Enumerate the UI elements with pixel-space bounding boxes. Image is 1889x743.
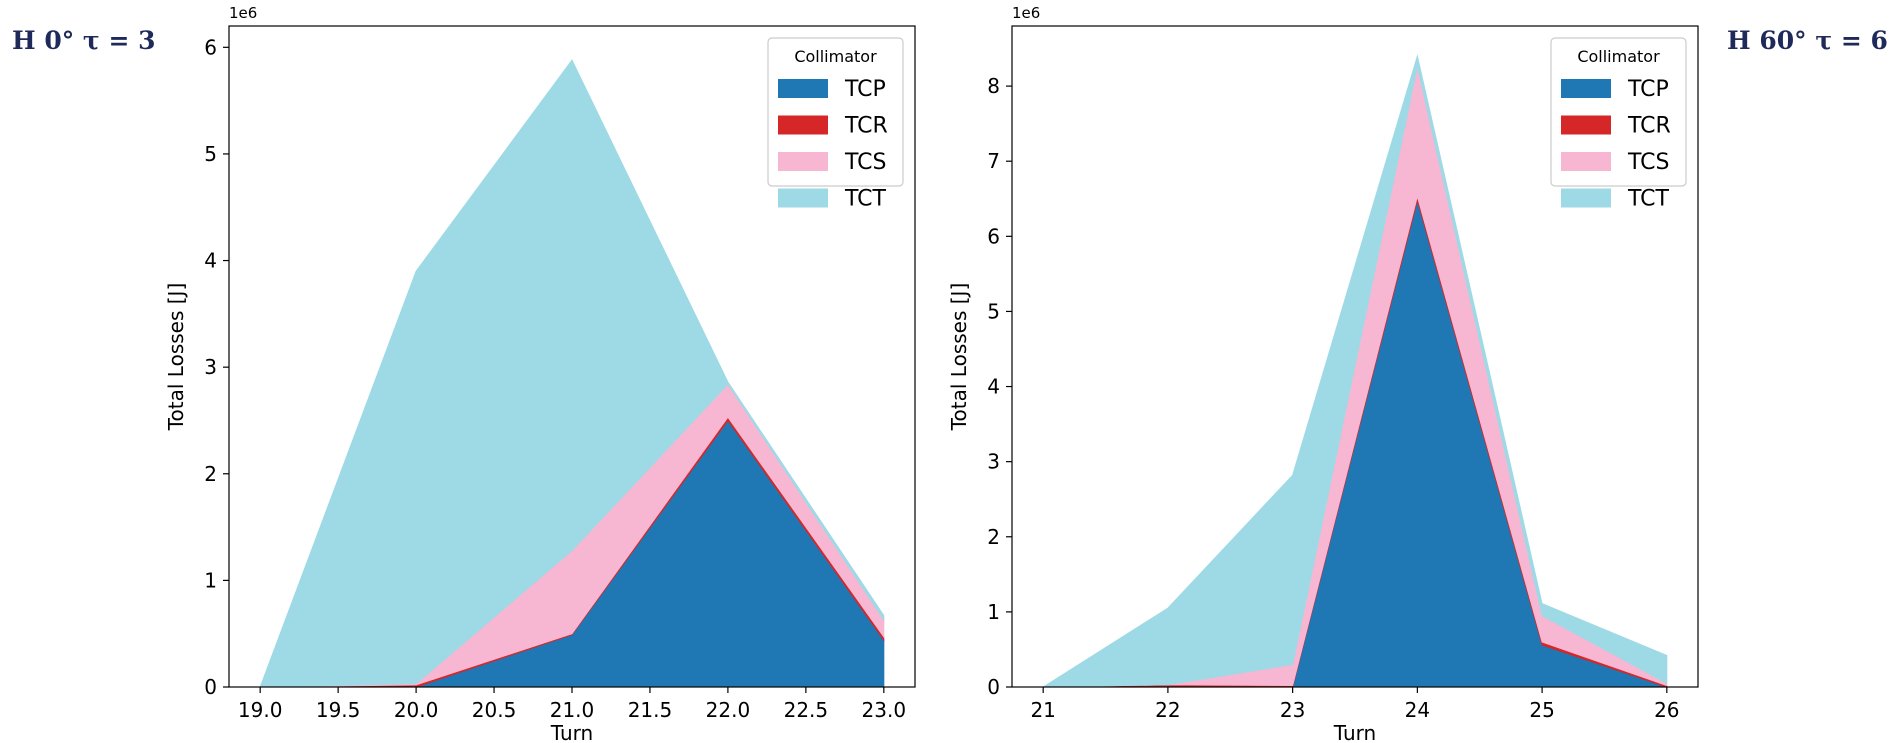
x-tick-label: 19.5 bbox=[316, 698, 361, 722]
legend-swatch-tcs bbox=[778, 152, 828, 171]
y-tick-label: 6 bbox=[204, 35, 217, 59]
legend-swatch-tct bbox=[1561, 188, 1611, 208]
legend-swatch-tcr bbox=[778, 115, 828, 135]
legend-label-tcr: TCR bbox=[1627, 114, 1671, 139]
legend-swatch-tcp bbox=[778, 79, 828, 98]
legend: Collimator TCP TCR TCS TCT bbox=[1550, 37, 1687, 212]
legend-label-tct: TCT bbox=[844, 187, 887, 212]
x-tick-label: 23.0 bbox=[862, 698, 907, 722]
area-tct bbox=[259, 59, 885, 688]
y-offset-text: 1e6 bbox=[229, 4, 257, 22]
y-tick-label: 2 bbox=[987, 525, 1000, 549]
x-tick-label: 25 bbox=[1529, 698, 1554, 722]
x-tick-label: 21.5 bbox=[628, 698, 673, 722]
x-tick-label: 20.0 bbox=[394, 698, 439, 722]
legend-label-tcp: TCP bbox=[1627, 77, 1669, 102]
legend-title: Collimator bbox=[1577, 47, 1660, 66]
legend-label-tcr: TCR bbox=[844, 114, 888, 139]
y-tick-label: 3 bbox=[987, 450, 1000, 474]
legend-swatch-tcp bbox=[1561, 79, 1611, 98]
x-tick-label: 22 bbox=[1155, 698, 1180, 722]
legend-label-tct: TCT bbox=[1627, 187, 1670, 212]
x-tick-label: 20.5 bbox=[472, 698, 517, 722]
x-axis-label: Turn bbox=[1333, 721, 1376, 743]
y-tick-label: 0 bbox=[987, 675, 1000, 699]
x-tick-label: 22.0 bbox=[706, 698, 751, 722]
x-tick-label: 21.0 bbox=[550, 698, 595, 722]
y-offset-text: 1e6 bbox=[1012, 4, 1040, 22]
x-tick-label: 26 bbox=[1654, 698, 1679, 722]
chart-panel-1: 19.0 19.5 20.0 20.5 21.0 21.5 22.0 22.5 23.0 0 1 2 3… bbox=[164, 4, 916, 743]
x-tick-label: 19.0 bbox=[238, 698, 283, 722]
y-tick-label: 5 bbox=[204, 142, 217, 166]
legend-label-tcp: TCP bbox=[844, 77, 886, 102]
legend-label-tcs: TCS bbox=[844, 150, 886, 175]
y-tick-label: 0 bbox=[204, 675, 217, 699]
right-panel-side-label: H 60° τ = 6 bbox=[1727, 26, 1888, 55]
legend-box bbox=[767, 37, 904, 187]
y-tick-label: 4 bbox=[987, 375, 1000, 399]
y-tick-label: 1 bbox=[987, 600, 1000, 624]
legend-label-tcs: TCS bbox=[1627, 150, 1669, 175]
y-tick-label: 5 bbox=[987, 299, 1000, 323]
y-tick-label: 6 bbox=[987, 224, 1000, 248]
y-axis-label: Total Losses [J] bbox=[947, 283, 971, 432]
legend-swatch-tct bbox=[778, 188, 828, 208]
legend-swatch-tcr bbox=[1561, 115, 1611, 135]
y-tick-label: 1 bbox=[204, 568, 217, 592]
x-tick-label: 24 bbox=[1405, 698, 1430, 722]
x-tick-label: 22.5 bbox=[784, 698, 829, 722]
axes-frame bbox=[1011, 25, 1699, 688]
legend-swatch-tcs bbox=[1561, 152, 1611, 171]
y-tick-label: 7 bbox=[987, 149, 1000, 173]
x-tick-label: 23 bbox=[1280, 698, 1305, 722]
y-tick-label: 3 bbox=[204, 355, 217, 379]
area-tct bbox=[1041, 54, 1668, 688]
y-tick-label: 2 bbox=[204, 462, 217, 486]
y-axis-label: Total Losses [J] bbox=[164, 283, 188, 432]
left-panel-side-label: H 0° τ = 3 bbox=[12, 26, 156, 55]
legend: Collimator TCP TCR TCS TCT bbox=[767, 37, 904, 212]
legend-title: Collimator bbox=[794, 47, 877, 66]
y-tick-label: 8 bbox=[987, 74, 1000, 98]
x-axis-label: Turn bbox=[550, 721, 593, 743]
y-tick-label: 4 bbox=[204, 249, 217, 273]
x-tick-label: 21 bbox=[1030, 698, 1055, 722]
legend-box bbox=[1550, 37, 1687, 187]
